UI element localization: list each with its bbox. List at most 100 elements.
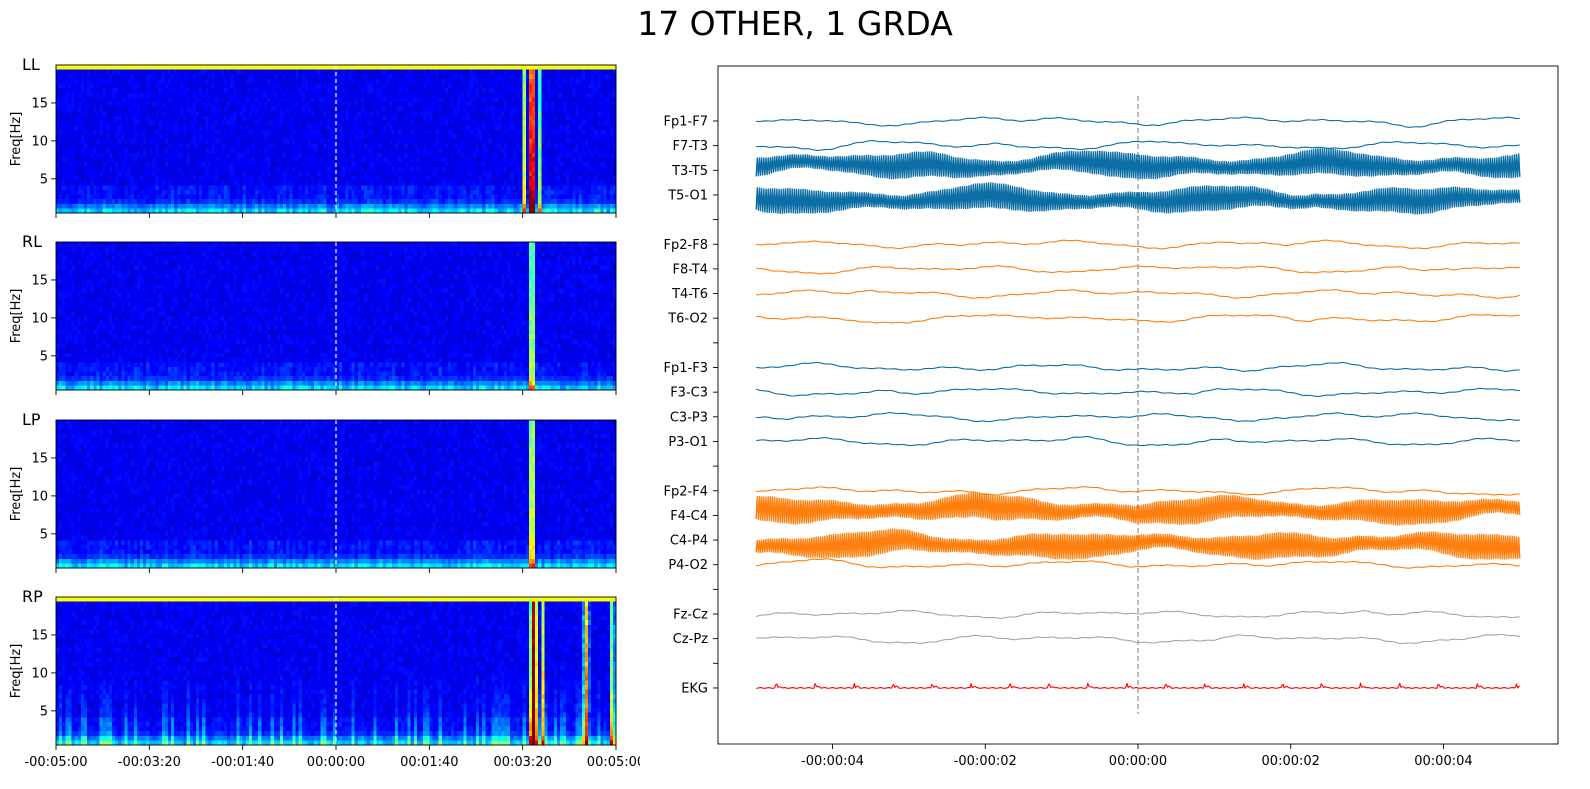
spectrogram-cell	[342, 69, 346, 75]
spectrogram-cell	[112, 65, 116, 71]
spectrogram-cell	[407, 65, 412, 71]
spectrogram-cell	[236, 69, 241, 75]
spectrogram-cell	[87, 65, 91, 71]
spectrogram-cell	[469, 65, 474, 71]
spectrogram-cell	[202, 65, 206, 71]
spectrogram-cell	[267, 69, 272, 75]
spectrogram-cell	[121, 69, 125, 75]
spectrogram-cell	[311, 65, 315, 71]
spectrogram-cell	[130, 69, 135, 75]
spectrogram-cell	[289, 69, 293, 75]
spectrogram-cell	[59, 65, 63, 71]
spectrogram-cell	[532, 65, 536, 71]
spectrogram-cell	[308, 65, 312, 71]
spectrogram-cell	[245, 69, 250, 75]
spectrogram-cell	[525, 65, 530, 71]
spectrogram-cell	[168, 69, 172, 75]
spectrogram-cell	[292, 69, 297, 75]
spectrogram-cell	[522, 65, 527, 71]
spectrogram-cell	[563, 65, 567, 71]
spectrogram-cell	[441, 65, 446, 71]
spectrogram-cell	[217, 65, 222, 71]
spectrogram-cell	[591, 65, 595, 71]
spectrogram-cell	[507, 65, 511, 71]
spectrogram-cell	[500, 65, 505, 71]
spectrogram-cell	[93, 69, 97, 75]
spectrogram-cell	[149, 65, 153, 71]
spectrogram-cell	[426, 65, 430, 71]
spectrogram-cell	[435, 65, 440, 71]
spectrogram-cell	[326, 65, 331, 71]
spectrogram-cell	[227, 65, 231, 71]
spectrogram-cell	[171, 69, 175, 75]
spectrogram-cell	[404, 65, 409, 71]
spectrogram-cell	[541, 65, 545, 71]
spectrogram-cell	[177, 65, 181, 71]
spectrogram-cell	[376, 69, 381, 75]
spectrogram-cell	[317, 69, 321, 75]
spectrogram-cell	[248, 69, 253, 75]
spectrogram-cell	[140, 69, 144, 75]
spectrogram-cell	[171, 65, 175, 71]
spectrogram-cell	[270, 69, 275, 75]
spectrogram-cell	[99, 69, 104, 75]
spectrogram-cell	[192, 65, 197, 71]
spectrogram-cell	[168, 65, 172, 71]
spectrogram-cell	[68, 65, 73, 71]
spectrogram-cell	[90, 65, 94, 71]
spectrogram-cell	[581, 65, 586, 71]
spectrogram-cell	[513, 65, 517, 71]
spectrogram-cell	[258, 69, 262, 75]
spectrogram-cell	[174, 69, 178, 75]
spectrogram-cell	[407, 69, 412, 75]
spectrogram-cell	[239, 69, 244, 75]
spectrogram-cell	[544, 65, 549, 71]
spectrogram-cell	[217, 69, 222, 75]
spectrogram-cell	[332, 65, 337, 71]
spectrogram-cell	[77, 65, 82, 71]
spectrogram-cell	[435, 69, 440, 75]
spectrogram-cell	[413, 65, 418, 71]
spectrogram-cell	[404, 69, 409, 75]
spectrogram-cell	[220, 65, 225, 71]
spectrogram-cell	[429, 65, 433, 71]
spectrogram-cell	[102, 69, 107, 75]
spectrogram-cell	[298, 69, 303, 75]
spectrogram-cell	[196, 69, 200, 75]
spectrogram-cell	[74, 65, 79, 71]
spectrogram-cell	[429, 69, 433, 75]
spectrogram-cell	[115, 65, 119, 71]
spectrogram-cell	[189, 69, 194, 75]
spectrogram-cell	[164, 69, 169, 75]
spectrogram-cell	[105, 69, 110, 75]
spectrogram-cell	[143, 65, 147, 71]
spectrogram-cell	[242, 69, 247, 75]
spectrogram-cell	[230, 65, 234, 71]
spectrogram-cell	[588, 65, 592, 71]
spectrogram-cell	[392, 65, 396, 71]
spectrogram-cell	[482, 65, 486, 71]
spectrogram-cell	[96, 65, 101, 71]
spectrogram-cell	[146, 69, 150, 75]
spectrogram-cell	[280, 69, 284, 75]
spectrogram-cell	[80, 69, 85, 75]
spectrogram-cell	[255, 65, 259, 71]
spectrogram-cell	[149, 69, 153, 75]
spectrogram-cell	[108, 65, 113, 71]
spectrogram-cell	[535, 65, 539, 71]
spectrogram-cell	[388, 65, 393, 71]
spectrogram-cell	[332, 69, 337, 75]
spectrogram-cell	[68, 69, 73, 75]
spectrogram-cell	[364, 65, 368, 71]
spectrogram-cell	[183, 65, 188, 71]
spectrogram-cell	[510, 65, 514, 71]
spectrogram-cell	[491, 65, 496, 71]
spectrogram-cell	[261, 65, 265, 71]
spectrogram-cell	[373, 65, 377, 71]
spectrogram-cell	[158, 65, 163, 71]
spectrogram-cell	[398, 69, 402, 75]
spectrogram-cell	[314, 65, 318, 71]
spectrogram-cell	[426, 69, 430, 75]
spectrogram-cell	[99, 65, 104, 71]
